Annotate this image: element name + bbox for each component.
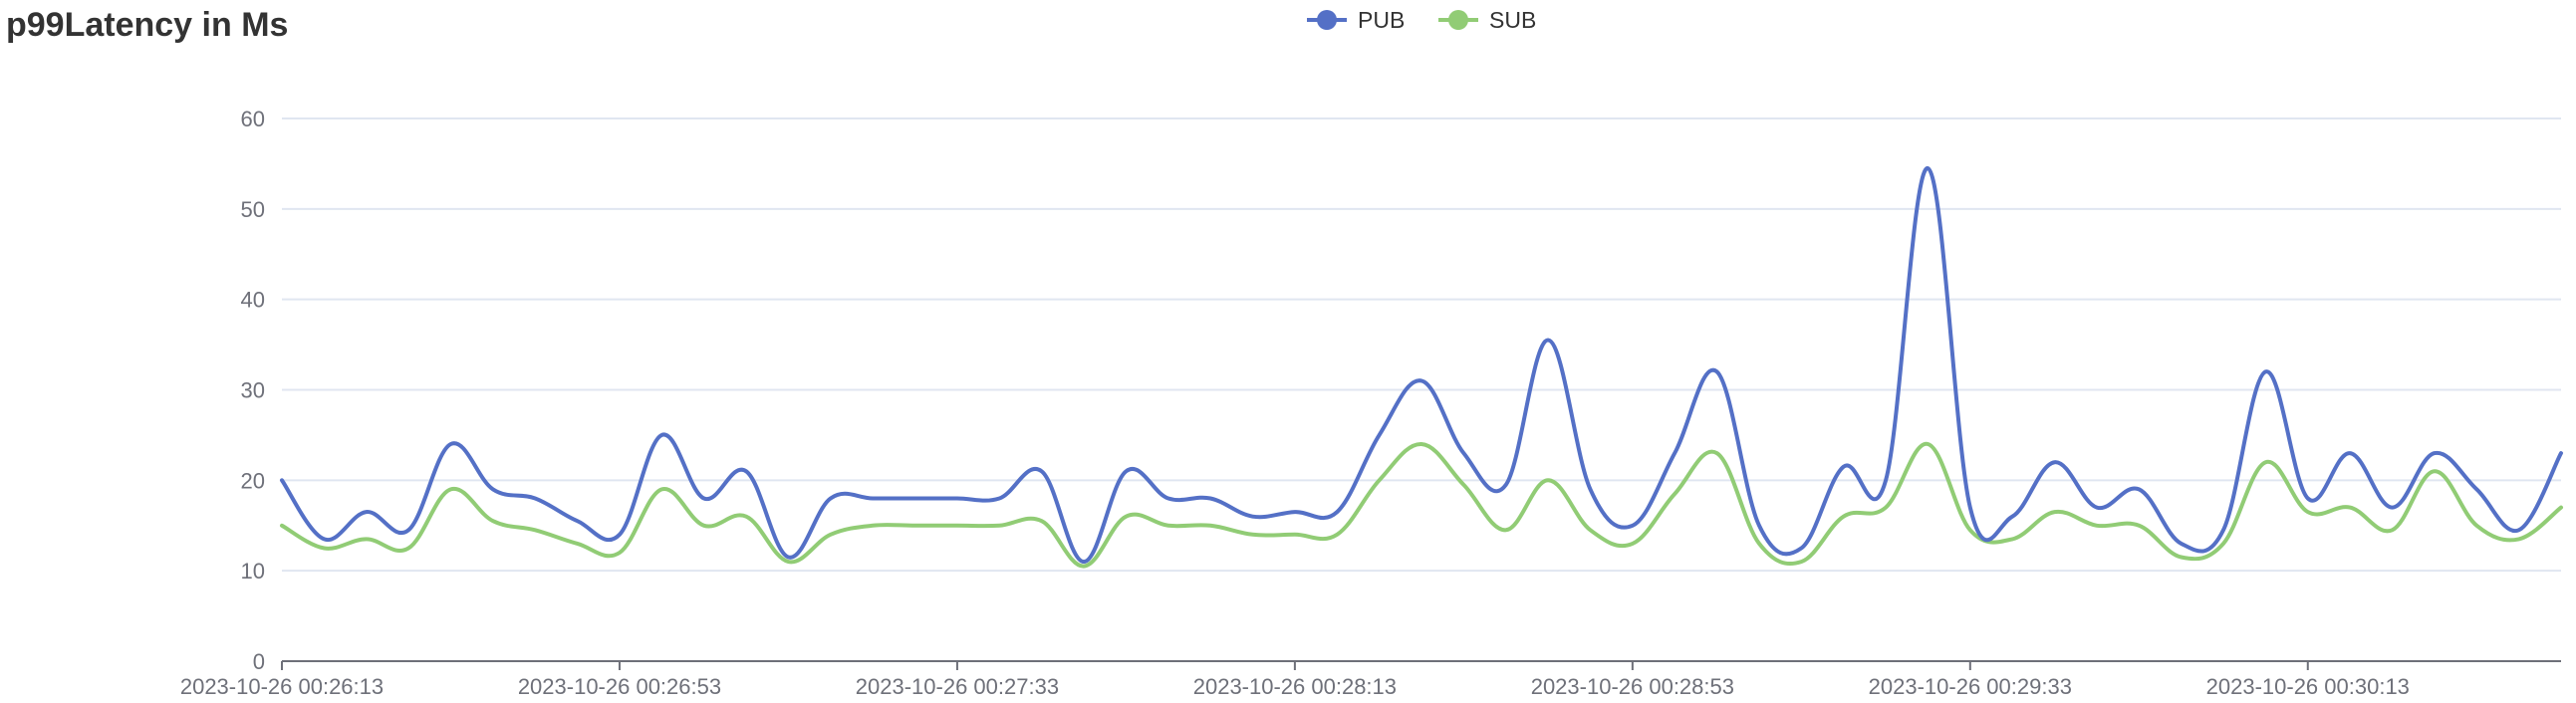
legend-label-sub: SUB [1489,7,1536,33]
legend-label-pub: PUB [1358,7,1405,33]
legend-marker-sub [1448,10,1468,30]
series-line-pub [280,165,2563,565]
y-axis: 0 10 20 30 40 50 60 [241,107,265,674]
x-tick-label: 2023-10-26 00:26:13 [180,674,384,699]
x-tick-label: 2023-10-26 00:28:53 [1531,674,1734,699]
x-tick-label: 2023-10-26 00:29:33 [1869,674,2072,699]
x-tick-label: 2023-10-26 00:28:13 [1193,674,1397,699]
y-tick-label: 40 [241,288,265,313]
chart-title: p99Latency in Ms [6,6,289,44]
grid-lines [282,117,2561,573]
y-tick-label: 50 [241,197,265,222]
y-tick-label: 30 [241,378,265,403]
x-tick-label: 2023-10-26 00:26:53 [518,674,721,699]
y-tick-label: 0 [253,649,265,674]
y-tick-label: 10 [241,559,265,584]
legend-item-pub[interactable]: PUB [1307,7,1405,33]
legend[interactable]: PUB SUB [0,0,2576,42]
y-tick-label: 20 [241,468,265,493]
series-lines [280,165,2563,569]
x-tick-label: 2023-10-26 00:30:13 [2206,674,2410,699]
legend-item-sub[interactable]: SUB [1438,7,1536,33]
series-line-sub [280,441,2563,569]
x-tick-label: 2023-10-26 00:27:33 [856,674,1059,699]
y-tick-label: 60 [241,107,265,131]
legend-marker-pub [1317,10,1337,30]
x-axis: 2023-10-26 00:26:13 2023-10-26 00:26:53 20… [180,660,2561,699]
